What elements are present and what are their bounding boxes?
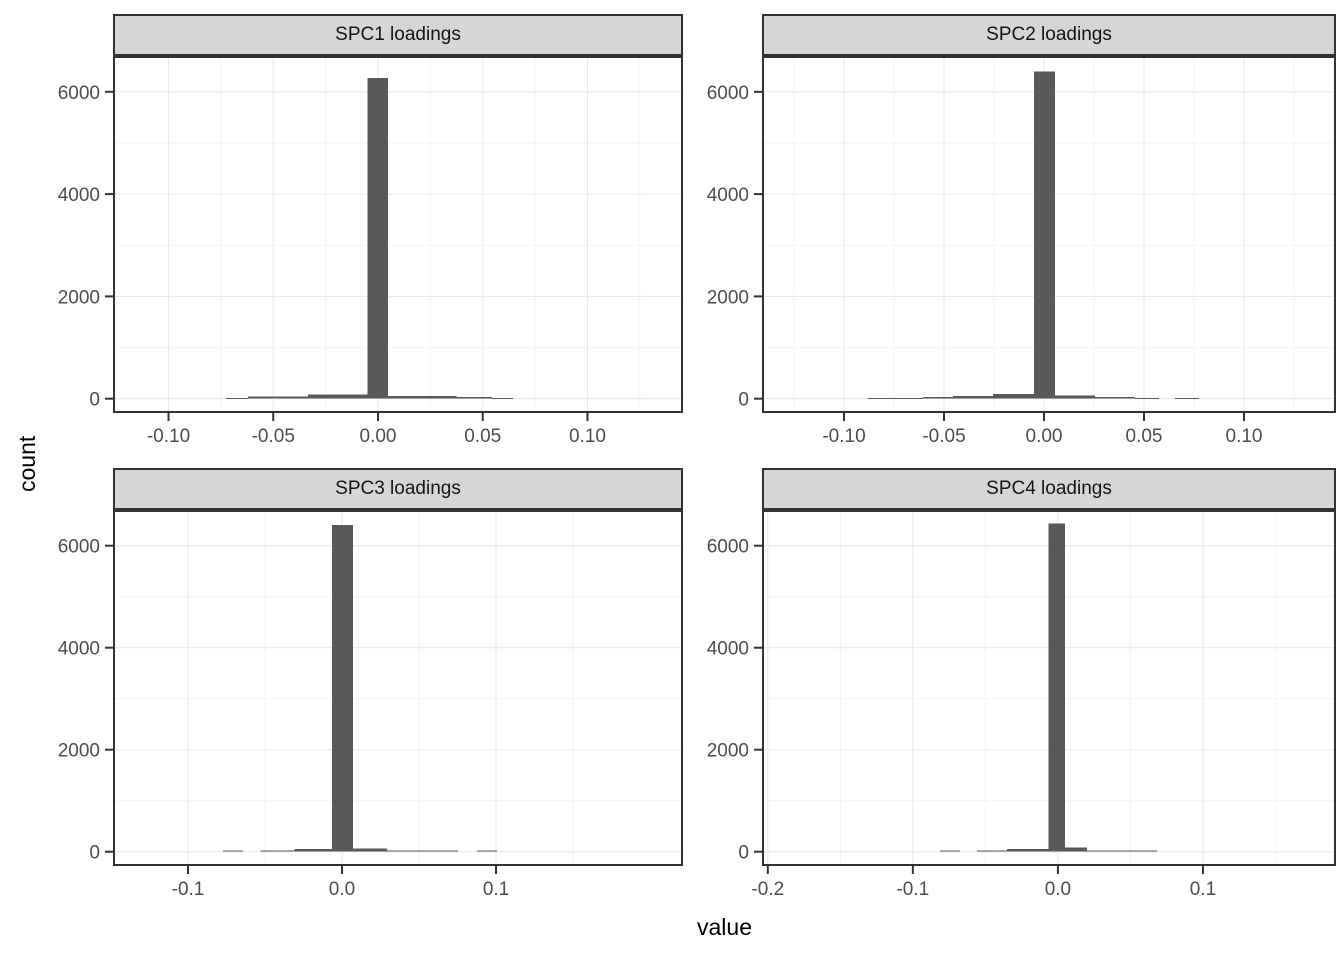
histogram-bar [1086,850,1157,852]
x-tick-label: -0.1 [896,879,929,900]
facet-spc3: SPC3 loadings -0.1 0.0 0.1 0 2000 4000 6000 [53,468,683,900]
x-tick-label: -0.05 [252,426,295,447]
y-tick-label: 2000 [58,287,100,308]
histogram-bar [1055,395,1095,399]
y-tick-label: 0 [738,390,749,411]
histogram-bar [1064,847,1087,852]
histogram-bar [976,850,1007,852]
histogram-bar [1034,71,1055,399]
y-tick-label: 2000 [707,287,749,308]
x-tick-label: -0.2 [751,879,784,900]
x-tick-label: 0.0 [1045,879,1071,900]
histogram-bar [1095,397,1135,399]
histogram-bar [1048,523,1065,852]
y-axis-title: count [14,435,40,492]
histogram-bar [386,850,458,852]
histogram-bar [307,394,368,399]
panel-border [113,56,683,413]
facet-plot-spc3: -0.1 0.0 0.1 0 2000 4000 6000 [58,510,683,900]
histogram-bar [1175,397,1199,399]
histogram-bar [456,397,493,399]
y-tick-label: 4000 [707,185,749,206]
histogram-bar [939,850,960,852]
facet-strip-spc3: SPC3 loadings [113,468,683,510]
x-tick-label: 0.1 [483,879,509,900]
histogram-bar [868,397,923,399]
x-tick-label: 0.1 [1190,879,1216,900]
y-tick-label: 6000 [707,537,749,558]
panel-border [762,56,1336,413]
histogram-bar [477,850,497,852]
facet-spc2: SPC2 loadings -0.10 -0.05 0.00 0.05 0.10 0 200… [702,14,1336,447]
histogram-bar [367,77,389,399]
x-tick-label: -0.05 [922,426,965,447]
facet-grid: SPC1 loadings -0.10 -0.05 0.00 0.05 0.10 0 200… [53,14,1336,900]
histogram-bar [222,850,243,852]
histogram-bar [1135,397,1159,399]
y-tick-label: 2000 [707,741,749,762]
y-tick-label: 0 [738,843,749,864]
x-tick-label: 0.00 [1026,426,1063,447]
y-tick-label: 4000 [58,639,100,660]
histogram-bar [1006,848,1049,852]
y-tick-label: 0 [89,390,100,411]
y-tick-label: 6000 [58,537,100,558]
y-tick-label: 2000 [58,741,100,762]
x-tick-label: 0.05 [464,426,501,447]
x-tick-label: -0.1 [172,879,205,900]
y-tick-label: 4000 [707,639,749,660]
histogram-bar [226,397,249,399]
histogram-bar [993,394,1034,399]
y-tick-label: 6000 [707,83,749,104]
facet-spc1: SPC1 loadings -0.10 -0.05 0.00 0.05 0.10 0 200… [53,14,683,447]
panel-background [113,510,683,866]
histogram-bar [294,848,333,852]
x-tick-label: 0.05 [1126,426,1163,447]
panel-background [113,56,683,413]
x-tick-label: 0.10 [569,426,606,447]
y-tick-label: 6000 [58,83,100,104]
facet-strip-spc2: SPC2 loadings [762,14,1336,56]
facet-plot-spc2: -0.10 -0.05 0.00 0.05 0.10 0 2000 4000 6000 [707,56,1336,447]
histogram-bar [260,850,295,852]
facet-strip-spc1: SPC1 loadings [113,14,683,56]
x-tick-label: 0.00 [360,426,397,447]
histogram-bar [492,397,514,399]
facet-plot-spc1: -0.10 -0.05 0.00 0.05 0.10 0 2000 4000 6000 [58,56,683,447]
histogram-bar [332,524,353,852]
histogram-bar [923,396,953,399]
y-tick-label: 4000 [58,185,100,206]
x-tick-label: -0.10 [147,426,190,447]
facet-strip-spc4: SPC4 loadings [762,468,1336,510]
y-tick-label: 0 [89,843,100,864]
x-tick-label: 0.0 [329,879,355,900]
facet-plot-spc4: -0.2 -0.1 0.0 0.1 0 2000 4000 6000 [707,510,1336,900]
x-tick-label: -0.10 [822,426,865,447]
histogram-bar [388,395,457,399]
x-tick-label: 0.10 [1226,426,1263,447]
x-axis-title: value [697,914,752,940]
histogram-bar [248,396,308,399]
histogram-bar [953,395,993,399]
facet-spc4: SPC4 loadings -0.2 -0.1 0.0 0.1 0 2000 4000 600… [702,468,1336,900]
panel-border [113,510,683,866]
panel-border [762,510,1336,866]
histogram-bar [352,848,387,852]
